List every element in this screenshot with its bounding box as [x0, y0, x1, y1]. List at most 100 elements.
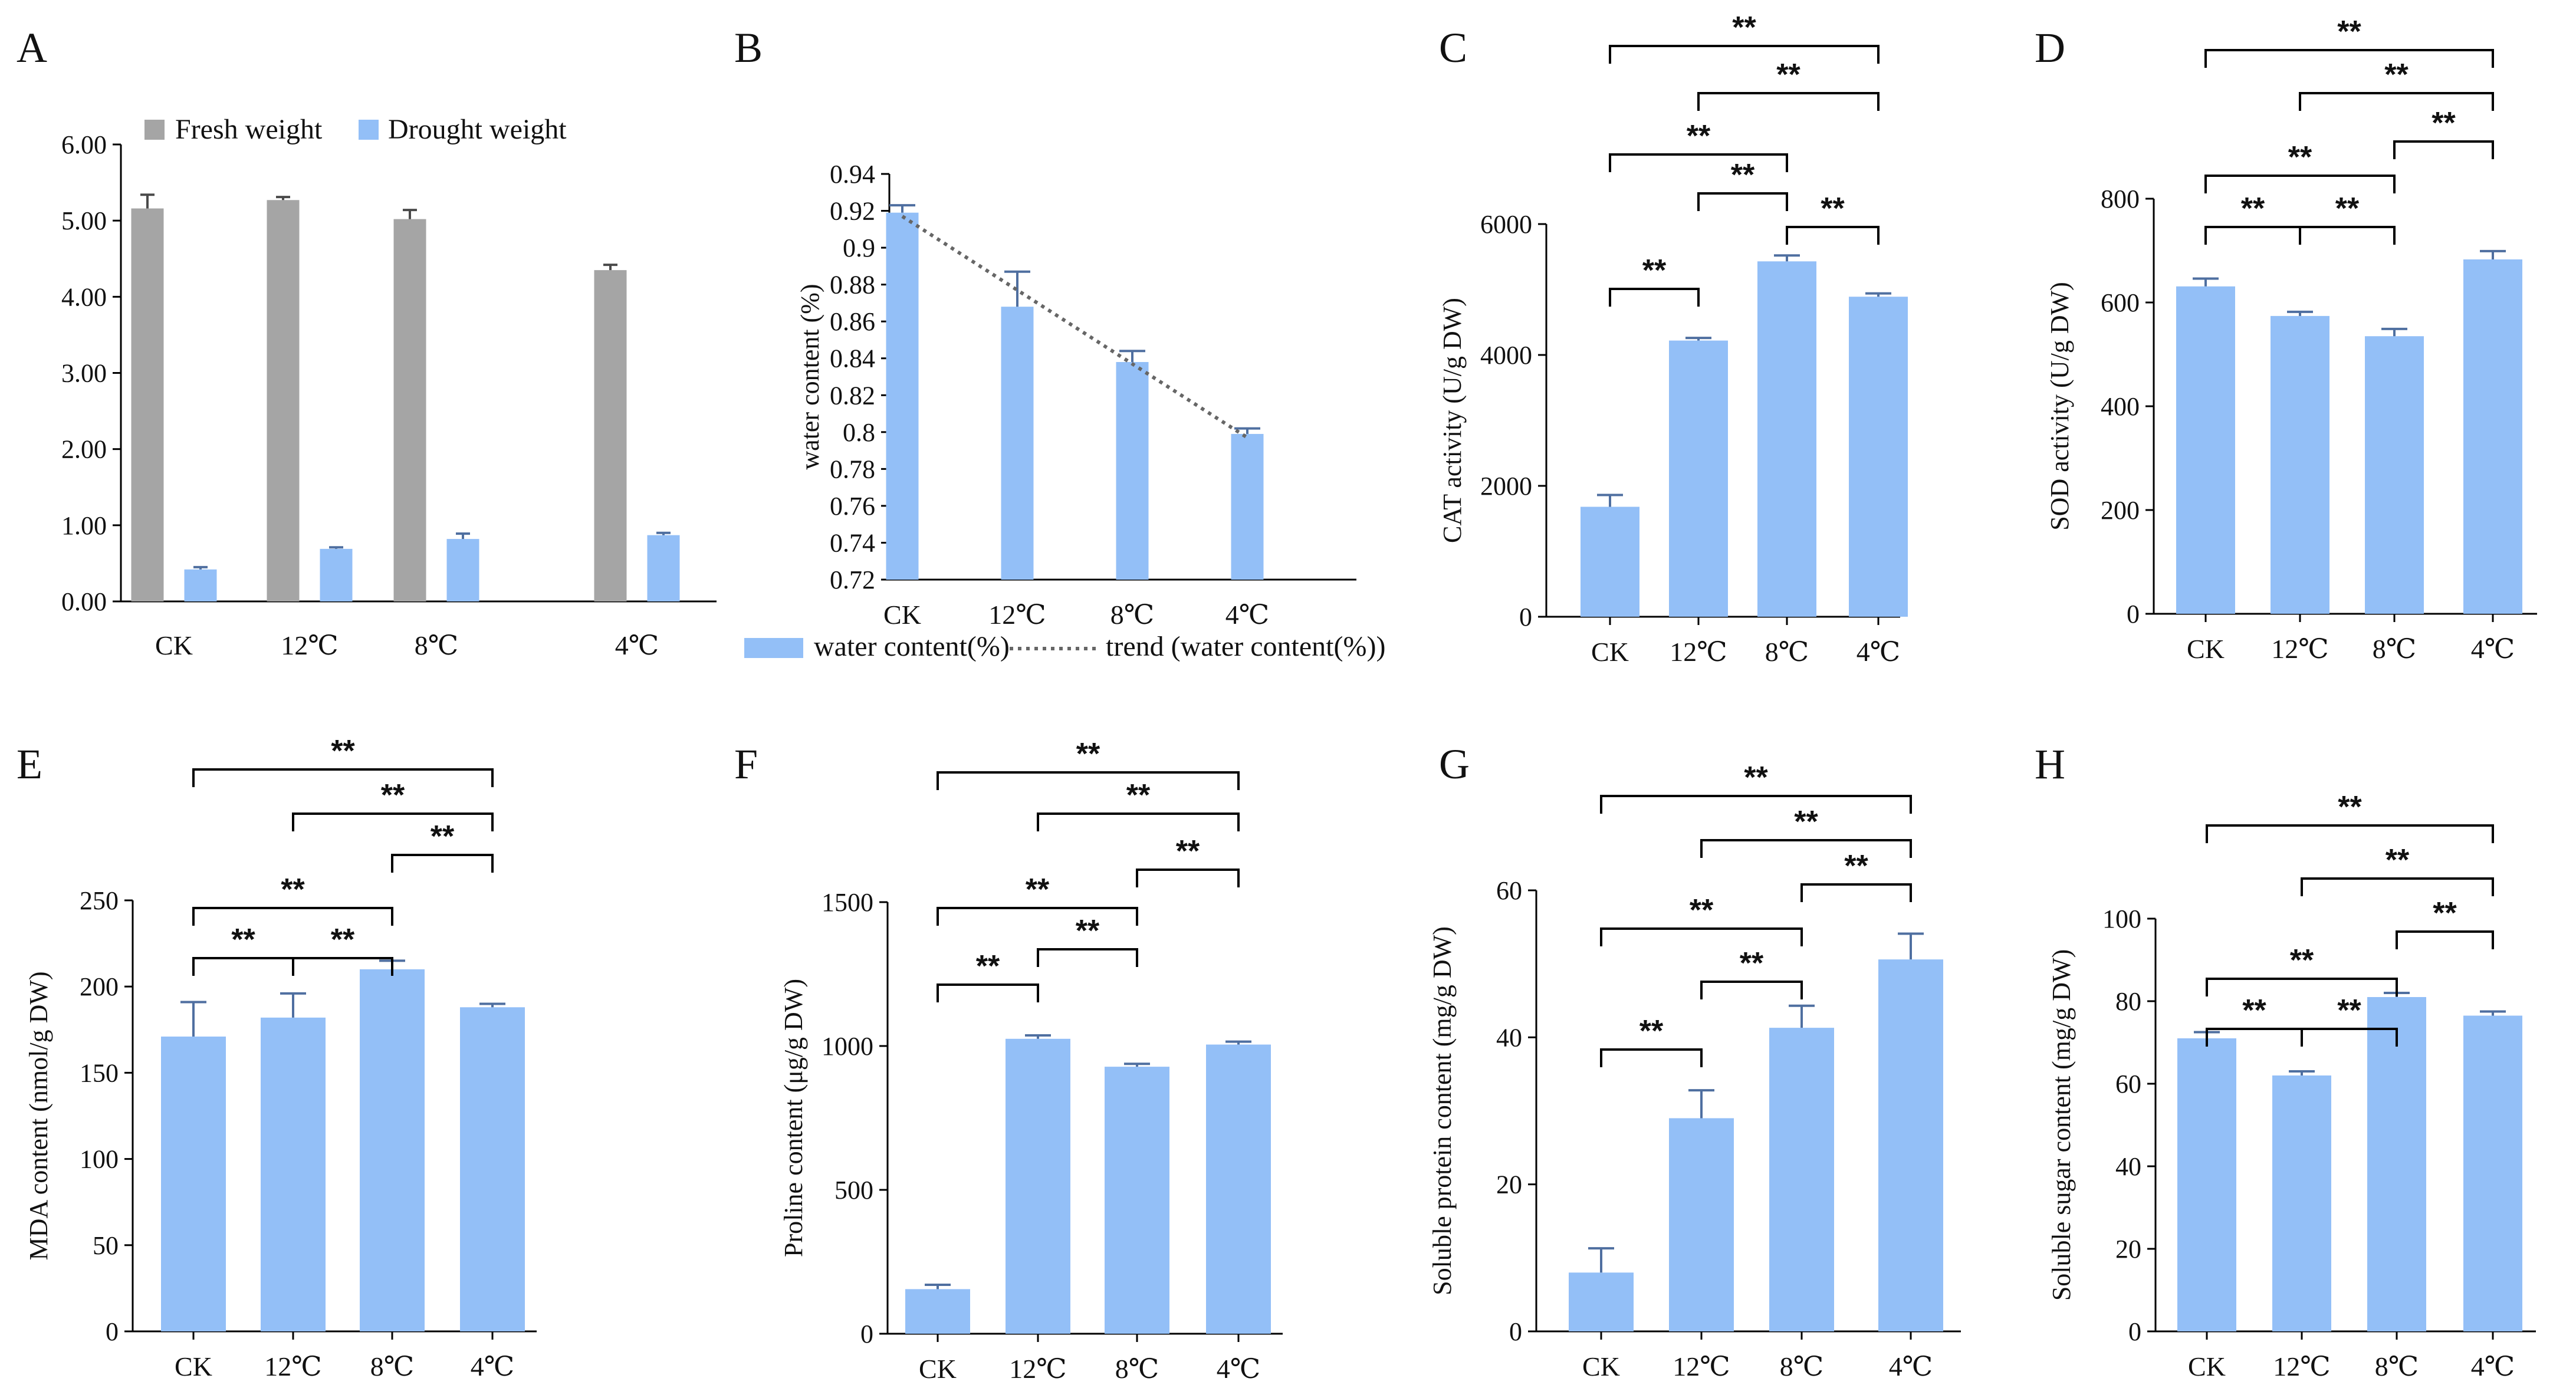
panel-f-bar [1105, 1067, 1169, 1334]
panel-e-significance-bracket [292, 957, 393, 976]
panel-h-x-label: 12℃ [2273, 1351, 2330, 1381]
panel-g-significance-label: ** [1690, 893, 1714, 927]
panel-h-y-tick-label: 100 [2102, 904, 2141, 933]
panel-letter-b: B [734, 24, 763, 71]
panel-d-bar [2271, 315, 2329, 614]
panel-b-x-label: 4℃ [1225, 600, 1269, 630]
legend-label-trend: trend (water content(%)) [1106, 631, 1385, 662]
panel-letter-f: F [734, 741, 758, 788]
panel-h-y-axis-title: Soluble sugar content (mg/g DW) [2047, 949, 2076, 1301]
panel-d-significance-bracket [2299, 92, 2494, 111]
panel-g-x-label: CK [1582, 1351, 1620, 1381]
panel-h-bar [2177, 1038, 2236, 1331]
panel-f-significance-label: ** [1076, 914, 1100, 948]
panel-b-y-tick-label: 0.8 [843, 418, 875, 447]
panel-c-bar [1581, 506, 1639, 617]
panel-e-significance-label: ** [331, 734, 355, 768]
panel-h-significance-label: ** [2242, 994, 2266, 1028]
panel-a-y-tick-label: 1.00 [61, 511, 107, 540]
panel-f-y-tick-label: 0 [860, 1320, 873, 1348]
panel-d-significance-bracket [2204, 49, 2494, 68]
panel-b-y-tick-label: 0.84 [830, 344, 875, 373]
panel-d-significance-bracket [2204, 226, 2301, 245]
panel-c-y-tick-label: 6000 [1480, 210, 1532, 239]
panel-a-x-label: 12℃ [281, 630, 338, 660]
panel-b-y-tick-label: 0.72 [830, 565, 875, 594]
panel-a-bar [131, 208, 164, 601]
panel-g-y-tick-label: 60 [1496, 876, 1522, 905]
panel-c-significance-bracket [1786, 226, 1880, 245]
panel-g-y-tick-label: 40 [1496, 1023, 1522, 1052]
panel-a-bar [446, 539, 479, 601]
panel-d-y-tick-label: 600 [2101, 288, 2140, 317]
legend-label-fresh-weight: Fresh weight [175, 114, 323, 145]
panel-a-y-tick-label: 6.00 [61, 130, 107, 159]
panel-e-bar [261, 1017, 326, 1331]
panel-g-significance-bracket [1800, 883, 1912, 902]
legend-swatch-water-content [744, 638, 803, 658]
panel-d-significance-label: ** [2288, 140, 2312, 175]
panel-b-y-tick-label: 0.9 [843, 233, 875, 262]
panel-c-bar [1757, 261, 1816, 617]
panel-e-significance-bracket [192, 907, 393, 926]
panel-f-significance-bracket [937, 983, 1039, 1002]
panel-g-x-label: 4℃ [1889, 1351, 1933, 1381]
panel-h-bar [2367, 997, 2426, 1331]
legend-swatch-fresh-weight [144, 120, 165, 140]
panel-d-significance-bracket [2204, 175, 2396, 193]
panel-d-significance-label: ** [2241, 192, 2265, 226]
panel-h-significance-bracket [2206, 978, 2398, 996]
panel-b-bar [1001, 307, 1034, 580]
panel-d-x-label: CK [2187, 634, 2225, 664]
panel-e-significance-label: ** [231, 923, 255, 957]
panel-d-x-label: 4℃ [2471, 634, 2515, 664]
panel-letter-a: A [17, 24, 47, 71]
panel-d-significance-bracket [2299, 226, 2396, 245]
panel-f-significance-bracket [1037, 813, 1240, 831]
panel-g-significance-bracket [1600, 1048, 1703, 1067]
legend-label-drought-weight: Drought weight [388, 114, 567, 145]
panel-b-trend-line [901, 215, 1248, 439]
panel-letter-d: D [2035, 24, 2065, 71]
panel-letter-e: E [17, 741, 42, 788]
panel-g-significance-bracket [1700, 839, 1912, 858]
panel-h-significance-label: ** [2386, 843, 2410, 877]
panel-letter-c: C [1439, 24, 1467, 71]
panel-g-significance-bracket [1600, 795, 1912, 814]
panel-h-x-label: CK [2188, 1351, 2226, 1381]
panel-c-significance-bracket [1609, 288, 1700, 307]
panel-b-bar [886, 212, 919, 580]
panel-b-y-tick-label: 0.74 [830, 528, 875, 557]
panel-h-y-tick-label: 80 [2115, 987, 2141, 1016]
panel-letter-h: H [2035, 741, 2065, 788]
panel-d-significance-label: ** [2337, 15, 2361, 49]
panel-h-significance-bracket [2206, 824, 2494, 843]
panel-c-x-label: CK [1591, 637, 1629, 667]
panel-f-y-tick-label: 1500 [822, 888, 873, 917]
charts-layer: 0.00 1.00 2.00 3.00 4.00 5.00 6.00 CK 12℃ 8℃ 4℃ 0.7… [24, 11, 2537, 1384]
panel-b-y-tick-label: 0.94 [830, 160, 875, 189]
panel-c-significance-label: ** [1776, 58, 1800, 92]
panel-c-y-tick-label: 0 [1519, 603, 1532, 631]
panel-f-bar [1006, 1038, 1070, 1334]
panel-g-significance-label: ** [1794, 805, 1818, 839]
panel-d-x-label: 12℃ [2271, 634, 2328, 664]
panel-h-significance-label: ** [2337, 994, 2361, 1028]
panel-a-bar [647, 535, 680, 601]
panel-h-bar [2272, 1075, 2331, 1331]
panel-h-y-tick-label: 60 [2115, 1070, 2141, 1098]
panel-e-y-tick-label: 100 [80, 1145, 119, 1174]
panel-c-y-tick-label: 4000 [1480, 341, 1532, 370]
panel-e-y-tick-label: 150 [80, 1058, 119, 1087]
panel-g-significance-label: ** [1639, 1014, 1664, 1048]
panel-c-significance-bracket [1609, 153, 1788, 172]
panel-a-x-label: 8℃ [415, 630, 458, 660]
panel-b-bar [1231, 433, 1264, 580]
panel-e-significance-label: ** [431, 820, 455, 854]
panel-c-bar [1669, 340, 1728, 617]
panel-c-x-label: 8℃ [1765, 637, 1809, 667]
panel-e-y-tick-label: 50 [93, 1231, 119, 1260]
panel-f-bar [905, 1289, 970, 1334]
panel-d-bar [2463, 259, 2522, 614]
panel-e-significance-label: ** [281, 873, 305, 907]
